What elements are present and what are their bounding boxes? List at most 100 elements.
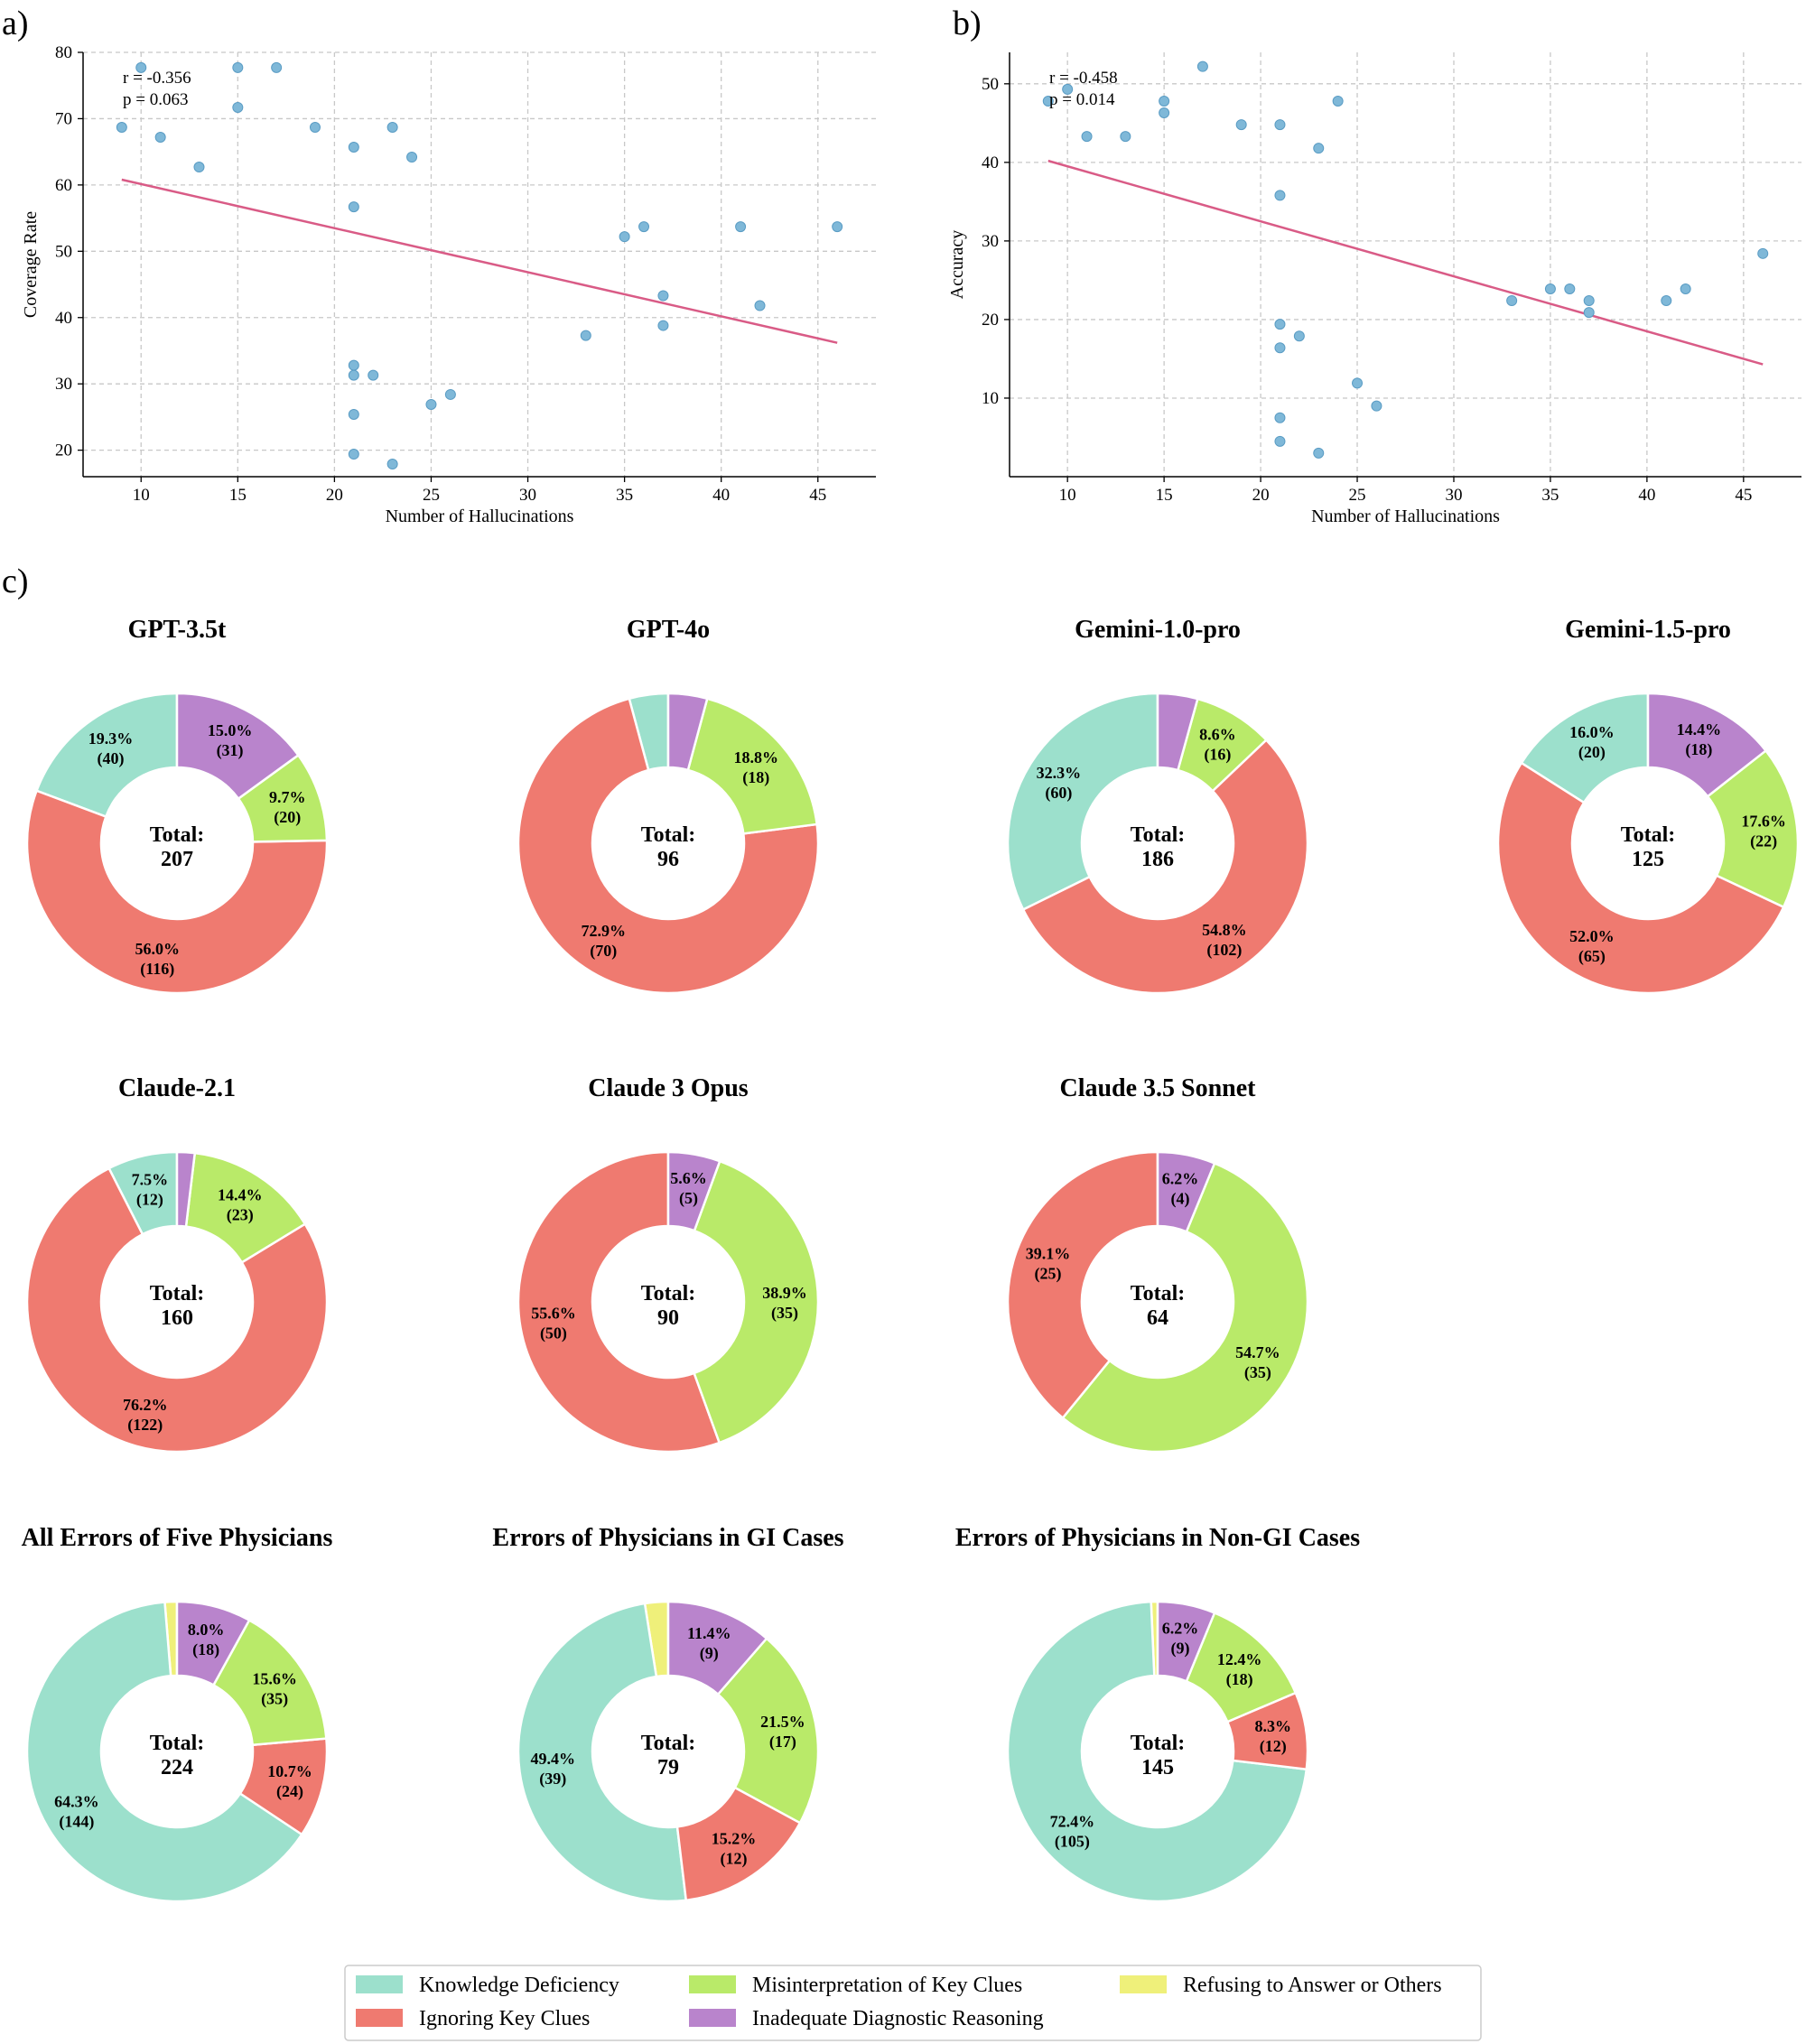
legend-label: Ignoring Key Clues xyxy=(419,2007,590,2030)
y-tick-label: 30 xyxy=(982,232,999,251)
slice-percent-label: 9.7% xyxy=(269,788,306,806)
donut-center-label: Total: xyxy=(641,1732,695,1755)
donut-title: Claude-2.1 xyxy=(118,1074,236,1102)
donut-total-value: 64 xyxy=(1147,1306,1168,1330)
slice-percent-label: 6.2% xyxy=(1162,1619,1199,1637)
slice-percent-label: 54.7% xyxy=(1235,1343,1280,1361)
stat-annotation: r = -0.458 xyxy=(1049,69,1118,88)
donut-slice xyxy=(25,1166,329,1454)
slice-count-label: (12) xyxy=(721,1850,748,1869)
donut-title: Gemini-1.5-pro xyxy=(1565,616,1731,644)
slice-percent-label: 6.2% xyxy=(1162,1169,1199,1187)
x-tick-label: 35 xyxy=(1541,486,1559,505)
donut-title: GPT-3.5t xyxy=(128,616,227,644)
slice-count-label: (12) xyxy=(136,1191,163,1210)
donut-title: Errors of Physicians in GI Cases xyxy=(492,1524,843,1552)
data-point xyxy=(348,408,359,420)
slice-count-label: (116) xyxy=(140,960,174,979)
donut-slice xyxy=(1021,738,1309,995)
slice-percent-label: 17.6% xyxy=(1741,812,1786,830)
y-tick-label: 60 xyxy=(55,176,72,195)
scatter-chart-coverage: 10 15 20 25 30 35 40 45 20 30 40 50 60 70 80 Number of … xyxy=(21,43,876,526)
slice-percent-label: 15.0% xyxy=(208,721,253,739)
donut-center-label: Total: xyxy=(150,1282,204,1305)
y-tick-label: 40 xyxy=(55,309,72,328)
y-tick-label: 30 xyxy=(55,375,72,394)
data-point xyxy=(1081,131,1093,143)
data-point xyxy=(232,101,244,113)
panel-label-a: a) xyxy=(2,5,29,42)
y-tick-label: 20 xyxy=(982,311,999,330)
slice-percent-label: 14.4% xyxy=(218,1186,263,1204)
slice-percent-label: 5.6% xyxy=(670,1169,707,1187)
slice-percent-label: 14.4% xyxy=(1677,720,1722,739)
y-tick-label: 50 xyxy=(55,242,72,261)
x-axis-label: Number of Hallucinations xyxy=(386,506,574,526)
slice-count-label: (18) xyxy=(742,768,769,787)
y-axis-label: Coverage Rate xyxy=(21,211,41,318)
data-point xyxy=(271,61,283,73)
slice-count-label: (40) xyxy=(97,749,124,768)
donut-chart: 19.3%(40) 56.0% (116) 9.7% (20) 15.0% (31) Tota… xyxy=(25,616,329,995)
donut-chart: 39.1% (25) 54.7% (35) 6.2% (4) Total:64 Claude … xyxy=(1006,1074,1309,1454)
legend-label: Inadequate Diagnostic Reasoning xyxy=(752,2007,1044,2030)
donut-slice xyxy=(1006,692,1159,912)
slice-percent-label: 49.4% xyxy=(530,1750,575,1768)
trend-line xyxy=(121,178,838,344)
slice-count-label: (9) xyxy=(1170,1639,1189,1658)
data-point xyxy=(1680,283,1691,294)
donut-slice xyxy=(211,1618,328,1747)
donut-slice xyxy=(716,1637,820,1825)
donut-total-value: 125 xyxy=(1632,848,1664,871)
slice-percent-label: 76.2% xyxy=(123,1396,168,1414)
data-point xyxy=(1274,319,1286,330)
slice-count-label: (9) xyxy=(700,1644,719,1663)
x-tick-label: 45 xyxy=(809,486,826,505)
donut-slice xyxy=(1646,692,1768,798)
donut-slice xyxy=(666,1150,721,1232)
slice-count-label: (17) xyxy=(769,1733,796,1751)
slice-count-label: (122) xyxy=(127,1416,163,1435)
donut-slice xyxy=(175,1600,251,1687)
donut-total-value: 160 xyxy=(161,1306,193,1330)
slice-count-label: (144) xyxy=(59,1813,94,1832)
donut-title: Errors of Physicians in Non-GI Cases xyxy=(955,1524,1360,1552)
x-tick-label: 40 xyxy=(1638,486,1655,505)
donut-slice xyxy=(25,789,329,995)
slice-percent-label: 8.0% xyxy=(188,1621,225,1639)
data-point xyxy=(1274,190,1286,201)
data-point xyxy=(1583,307,1595,319)
slice-percent-label: 52.0% xyxy=(1569,927,1615,945)
slice-count-label: (39) xyxy=(539,1770,566,1788)
donut-slice xyxy=(25,1601,303,1903)
trend-line xyxy=(1047,159,1764,366)
slice-percent-label: 16.0% xyxy=(1569,723,1615,741)
scatter-chart-accuracy: 10 15 20 25 30 35 40 45 10 20 30 40 50 Number of Hall… xyxy=(947,52,1801,526)
data-point xyxy=(425,398,437,410)
donut-center-label: Total: xyxy=(641,1282,695,1305)
stat-annotation: p = 0.063 xyxy=(123,90,188,109)
donut-slice xyxy=(1156,1150,1216,1233)
donut-chart: 49.4% (39) 15.2% (12) 21.5% (17) 11.4% (9) Total… xyxy=(492,1524,844,1903)
slice-count-label: (16) xyxy=(1204,745,1231,764)
data-point xyxy=(1274,435,1286,447)
data-point xyxy=(193,162,205,173)
donut-title: Claude 3 Opus xyxy=(588,1074,748,1102)
donut-chart: 7.5% (12) 76.2% (122) 14.4% (23) Total:160 Clau… xyxy=(25,1074,329,1454)
data-point xyxy=(1159,107,1170,119)
data-point xyxy=(348,201,359,213)
donut-slice xyxy=(517,1602,688,1903)
x-tick-label: 10 xyxy=(133,486,150,505)
donut-chart: 16.0% (20) 52.0% (65) 17.6% (22) 14.4%(18) Tota… xyxy=(1496,616,1800,995)
data-point xyxy=(1371,400,1382,412)
donut-slice xyxy=(1156,1600,1216,1683)
slice-percent-label: 38.9% xyxy=(762,1284,807,1302)
slice-count-label: (31) xyxy=(217,741,244,760)
legend-swatch xyxy=(356,2009,403,2027)
donut-total-value: 79 xyxy=(657,1756,679,1779)
x-tick-label: 15 xyxy=(229,486,247,505)
legend-swatch xyxy=(689,2009,736,2027)
slice-percent-label: 8.6% xyxy=(1199,725,1236,743)
slice-count-label: (20) xyxy=(274,808,301,827)
data-point xyxy=(832,221,843,233)
